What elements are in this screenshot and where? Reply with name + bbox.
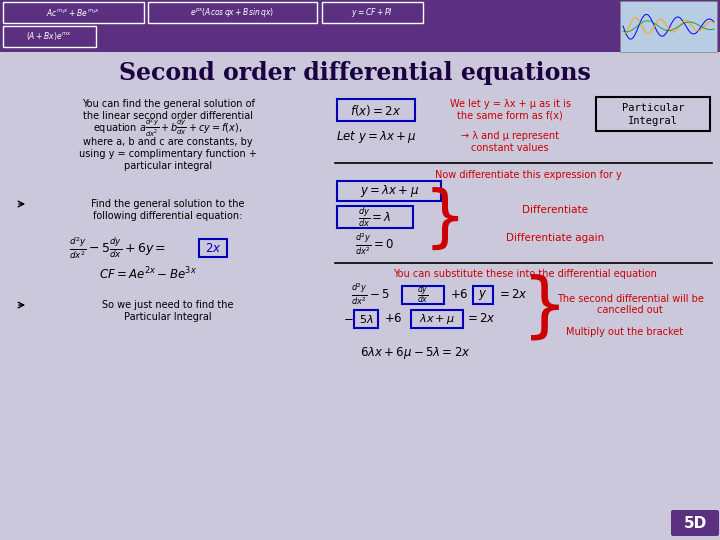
FancyBboxPatch shape xyxy=(148,2,317,23)
FancyBboxPatch shape xyxy=(2,2,143,23)
Text: $+ 6$: $+ 6$ xyxy=(450,287,468,300)
Text: $e^{px}(Acos\,qx + Bsin\,qx)$: $e^{px}(Acos\,qx + Bsin\,qx)$ xyxy=(190,6,274,19)
Text: $\frac{d^2y}{dx^2} - 5\frac{dy}{dx} + 6y =$: $\frac{d^2y}{dx^2} - 5\frac{dy}{dx} + 6y… xyxy=(69,235,166,261)
Text: constant values: constant values xyxy=(471,143,549,153)
Text: $\lambda x + \mu$: $\lambda x + \mu$ xyxy=(419,312,455,326)
Text: using y = complimentary function +: using y = complimentary function + xyxy=(79,149,257,159)
Text: $y = \lambda x + \mu$: $y = \lambda x + \mu$ xyxy=(359,183,418,199)
Text: Differentiate: Differentiate xyxy=(522,205,588,215)
FancyBboxPatch shape xyxy=(2,25,96,46)
Text: We let y = λx + μ as it is: We let y = λx + μ as it is xyxy=(449,99,570,109)
Text: equation $a\frac{d^2y}{dx^2} + b\frac{dy}{dx} + cy = f(x)$,: equation $a\frac{d^2y}{dx^2} + b\frac{dy… xyxy=(94,117,243,139)
Text: $6\lambda x + 6\mu - 5\lambda = 2x$: $6\lambda x + 6\mu - 5\lambda = 2x$ xyxy=(360,345,470,361)
Text: → λ and μ represent: → λ and μ represent xyxy=(461,131,559,141)
Text: cancelled out: cancelled out xyxy=(597,305,663,315)
Text: $2x$: $2x$ xyxy=(204,241,221,254)
Text: $Ac^{m_1x} + Be^{m_2x}$: $Ac^{m_1x} + Be^{m_2x}$ xyxy=(46,7,100,18)
Text: $f(x) = 2x$: $f(x) = 2x$ xyxy=(351,103,402,118)
Text: So we just need to find the: So we just need to find the xyxy=(102,300,234,310)
FancyBboxPatch shape xyxy=(671,510,719,536)
Text: the linear second order differential: the linear second order differential xyxy=(83,111,253,121)
Text: Multiply out the bracket: Multiply out the bracket xyxy=(567,327,683,337)
FancyBboxPatch shape xyxy=(337,99,415,121)
Text: where a, b and c are constants, by: where a, b and c are constants, by xyxy=(84,137,253,147)
Text: $\frac{dy}{dx}$: $\frac{dy}{dx}$ xyxy=(417,284,429,306)
Text: Find the general solution to the: Find the general solution to the xyxy=(91,199,245,209)
FancyBboxPatch shape xyxy=(337,206,413,228)
Bar xyxy=(0,0,720,52)
FancyBboxPatch shape xyxy=(337,181,441,201)
Text: $\frac{d^2y}{dx^2} = 0$: $\frac{d^2y}{dx^2} = 0$ xyxy=(356,231,395,256)
Text: the same form as f(x): the same form as f(x) xyxy=(457,111,563,121)
Text: $Let\ y = \lambda x + \mu$: $Let\ y = \lambda x + \mu$ xyxy=(336,129,416,145)
Text: $= 2x$: $= 2x$ xyxy=(497,287,528,300)
Text: $y = CF + PI$: $y = CF + PI$ xyxy=(351,6,393,19)
Text: Integral: Integral xyxy=(628,116,678,126)
Text: $CF = Ae^{2x} - Be^{3x}$: $CF = Ae^{2x} - Be^{3x}$ xyxy=(99,266,197,282)
Text: You can find the general solution of: You can find the general solution of xyxy=(81,99,254,109)
FancyBboxPatch shape xyxy=(411,310,463,328)
Text: Now differentiate this expression for y: Now differentiate this expression for y xyxy=(435,170,621,180)
Text: 5D: 5D xyxy=(683,516,706,530)
FancyBboxPatch shape xyxy=(596,97,710,131)
Text: $\frac{d^2y}{dx^2} - 5$: $\frac{d^2y}{dx^2} - 5$ xyxy=(351,281,390,307)
Text: $= 2x$: $= 2x$ xyxy=(464,312,495,325)
Text: Second order differential equations: Second order differential equations xyxy=(119,61,591,85)
Text: Particular: Particular xyxy=(622,103,684,113)
Text: Particular Integral: Particular Integral xyxy=(124,312,212,322)
Text: $y$: $y$ xyxy=(478,288,487,302)
FancyBboxPatch shape xyxy=(402,286,444,304)
Text: $\frac{dy}{dx} = \lambda$: $\frac{dy}{dx} = \lambda$ xyxy=(358,205,392,229)
FancyBboxPatch shape xyxy=(619,1,716,51)
Text: particular integral: particular integral xyxy=(124,161,212,171)
Text: $+ 6$: $+ 6$ xyxy=(384,312,402,325)
FancyBboxPatch shape xyxy=(354,310,378,328)
FancyBboxPatch shape xyxy=(199,239,227,257)
Text: }: } xyxy=(522,273,568,342)
Text: Differentiate again: Differentiate again xyxy=(506,233,604,243)
Text: You can substitute these into the differential equation: You can substitute these into the differ… xyxy=(393,269,657,279)
Text: }: } xyxy=(424,187,467,253)
Text: $(A + Bx)e^{mx}$: $(A + Bx)e^{mx}$ xyxy=(26,30,72,42)
Text: $5\lambda$: $5\lambda$ xyxy=(359,313,373,325)
FancyBboxPatch shape xyxy=(473,286,493,304)
Text: following differential equation:: following differential equation: xyxy=(94,211,243,221)
Text: The second differential will be: The second differential will be xyxy=(557,294,703,304)
FancyBboxPatch shape xyxy=(322,2,423,23)
Text: $-$: $-$ xyxy=(343,312,354,325)
